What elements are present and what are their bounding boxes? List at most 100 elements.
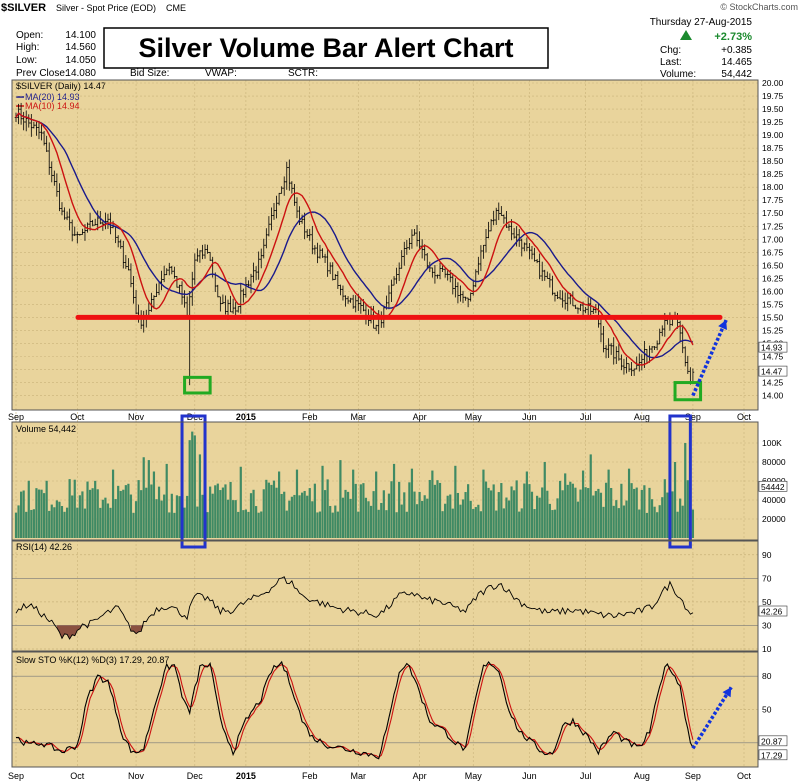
x-tick-label: Aug <box>634 771 650 781</box>
volume-bar <box>349 498 352 538</box>
volume-bar <box>438 482 442 538</box>
x-tick-label: Jul <box>580 771 592 781</box>
volume-bar <box>679 498 682 538</box>
volume-bar <box>513 490 516 538</box>
volume-bar <box>528 484 531 538</box>
volume-bar <box>252 489 255 538</box>
volume-bar <box>446 495 449 538</box>
ma10-legend: MA(10) 14.94 <box>25 101 80 111</box>
volume-bar <box>551 510 554 538</box>
volume-bar <box>523 483 526 538</box>
volume-bar <box>147 460 150 538</box>
sto-projection-arrow-head <box>722 687 732 698</box>
volume-bar <box>684 443 687 538</box>
rsi-panel-border <box>11 540 759 652</box>
chart-title: Silver Volume Bar Alert Chart <box>138 33 513 63</box>
volume-bar <box>60 506 64 538</box>
volume-bar <box>607 469 610 538</box>
volume-bar <box>436 480 439 538</box>
volume-bar <box>444 503 447 538</box>
volume-bar <box>556 498 559 538</box>
y-tick-label: 17.00 <box>762 234 784 244</box>
volume-bar <box>415 504 419 538</box>
volume-bar <box>579 489 582 538</box>
y-tick-label: 16.00 <box>762 286 784 296</box>
volume-bar <box>604 482 608 538</box>
volume-bar <box>278 471 281 538</box>
volume-bar <box>186 495 189 538</box>
volume-bar <box>234 500 237 538</box>
volume-bar <box>285 510 288 538</box>
volume-bar <box>111 469 115 538</box>
volume-bar <box>410 468 414 538</box>
y-tick-label: 14.75 <box>762 352 784 362</box>
volume-bar <box>316 512 319 538</box>
y-tick-label: 15.25 <box>762 325 784 335</box>
volume-bar <box>331 512 334 538</box>
volume-bar <box>329 505 332 538</box>
volume-bar <box>589 454 592 538</box>
volume-bar <box>581 470 585 538</box>
volume-bar <box>643 485 646 538</box>
x-tick-label: Feb <box>302 771 318 781</box>
volume-bar <box>461 499 465 538</box>
y-tick-label: 19.25 <box>762 117 784 127</box>
y-tick-label: 19.00 <box>762 130 784 140</box>
volume-bar <box>283 491 286 538</box>
volume-bar <box>224 484 227 538</box>
volume-bar <box>681 505 684 538</box>
date-text: Thursday 27-Aug-2015 <box>650 17 753 28</box>
x-tick-label: Sep <box>8 771 24 781</box>
volume-bar <box>58 501 61 538</box>
x-tick-label: Jun <box>522 771 537 781</box>
volume-bar <box>640 489 643 538</box>
volume-bar <box>671 491 674 538</box>
ma20-legend: MA(20) 14.93 <box>25 92 80 102</box>
last-value: 14.465 <box>721 57 752 68</box>
volume-bar <box>653 506 656 538</box>
y-tick-label: 17.50 <box>762 208 784 218</box>
volume-bar <box>267 482 270 538</box>
x-tick-label: Dec <box>187 771 204 781</box>
volume-bar <box>385 510 388 538</box>
volume-bar <box>520 508 523 538</box>
volume-bar <box>168 512 171 538</box>
x-tick-label: May <box>465 412 483 422</box>
volume-bar <box>336 511 339 538</box>
price-projection-arrow-head <box>718 320 727 331</box>
watermark: © StockCharts.com <box>720 2 798 12</box>
low-label: Low: <box>16 55 37 66</box>
price-alert-box <box>183 375 212 395</box>
volume-bar <box>165 463 168 538</box>
volume-bar <box>635 487 638 538</box>
sto-d-last-value-box <box>758 735 788 747</box>
volume-bar <box>137 480 140 538</box>
volume-bar <box>638 509 641 538</box>
rsi-oversold-fill <box>56 625 144 639</box>
title-box <box>103 27 549 69</box>
volume-bar <box>334 505 337 538</box>
volume-bar <box>63 511 66 538</box>
volume-bar <box>237 511 240 538</box>
volume-bar <box>408 482 411 538</box>
ma10-line <box>15 112 694 366</box>
volume-bar <box>387 493 391 538</box>
volume-bar <box>94 480 97 538</box>
sto-panel-border <box>11 651 759 768</box>
price-panel-border <box>11 79 759 411</box>
volume-last-value-box <box>758 480 788 492</box>
prev-close-label: Prev Close: <box>16 68 68 79</box>
volume-bar <box>515 480 518 538</box>
volume-bar <box>163 494 166 538</box>
high-label: High: <box>16 42 39 53</box>
volume-bar <box>464 492 467 538</box>
volume-bar <box>558 480 562 538</box>
rsi-line <box>15 576 694 640</box>
volume-bar <box>364 497 368 538</box>
volume-bar <box>423 495 426 538</box>
instrument-name: Silver - Spot Price (EOD) <box>56 3 156 13</box>
volume-bar <box>451 508 454 538</box>
volume-bar <box>275 487 278 538</box>
volume-bar <box>14 512 18 538</box>
